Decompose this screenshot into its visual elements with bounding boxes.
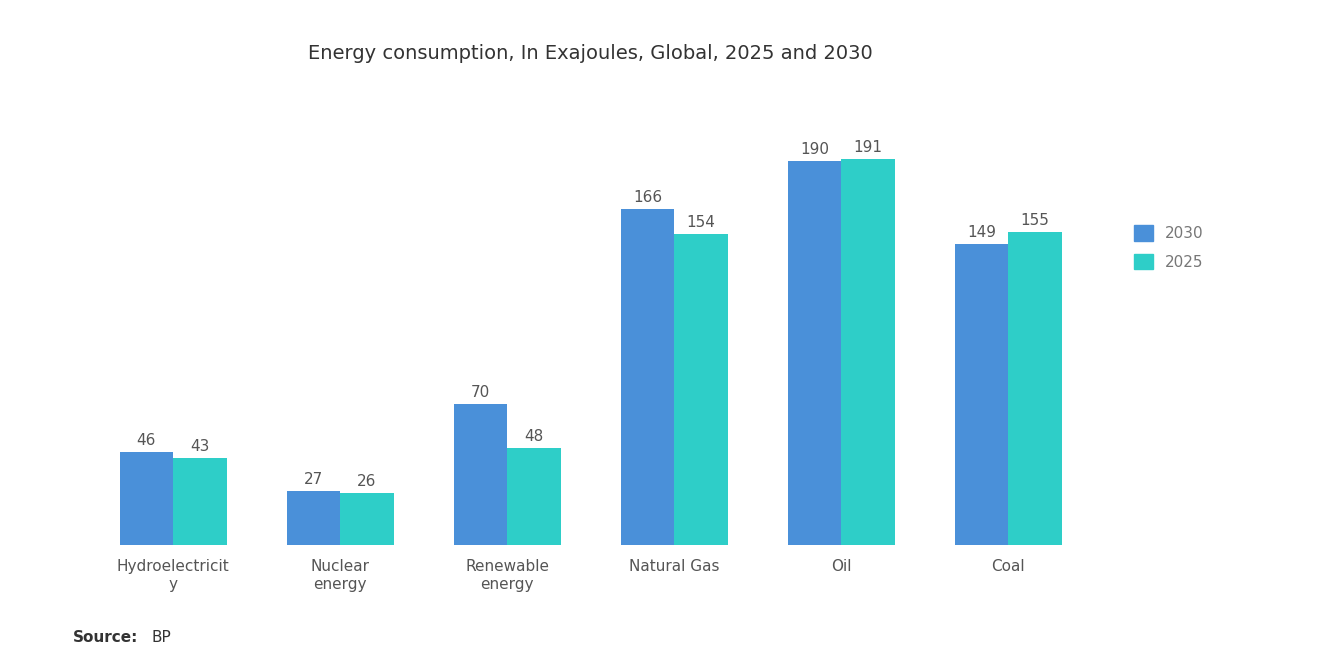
- Bar: [454, 404, 507, 545]
- Bar: [675, 233, 727, 545]
- Text: BP: BP: [152, 630, 172, 645]
- Bar: [841, 159, 895, 545]
- Bar: [286, 491, 341, 545]
- Text: 46: 46: [137, 433, 156, 448]
- Text: 70: 70: [471, 384, 490, 400]
- Legend: 2030, 2025: 2030, 2025: [1127, 217, 1212, 277]
- Text: 166: 166: [632, 190, 663, 205]
- Bar: [788, 161, 841, 545]
- Text: 27: 27: [304, 471, 323, 487]
- Text: 149: 149: [968, 225, 997, 239]
- Text: 190: 190: [800, 142, 829, 157]
- Bar: [173, 458, 227, 545]
- Title: Energy consumption, In Exajoules, Global, 2025 and 2030: Energy consumption, In Exajoules, Global…: [309, 44, 873, 63]
- Text: 43: 43: [190, 439, 210, 454]
- Bar: [954, 244, 1008, 545]
- Bar: [120, 452, 173, 545]
- Bar: [341, 493, 393, 545]
- Text: 154: 154: [686, 215, 715, 229]
- Text: Source:: Source:: [73, 630, 139, 645]
- Text: 26: 26: [358, 473, 376, 489]
- Text: 191: 191: [854, 140, 883, 155]
- Bar: [1008, 231, 1061, 545]
- Bar: [507, 448, 561, 545]
- Text: 48: 48: [524, 429, 544, 444]
- Bar: [620, 209, 675, 545]
- Text: 155: 155: [1020, 213, 1049, 227]
